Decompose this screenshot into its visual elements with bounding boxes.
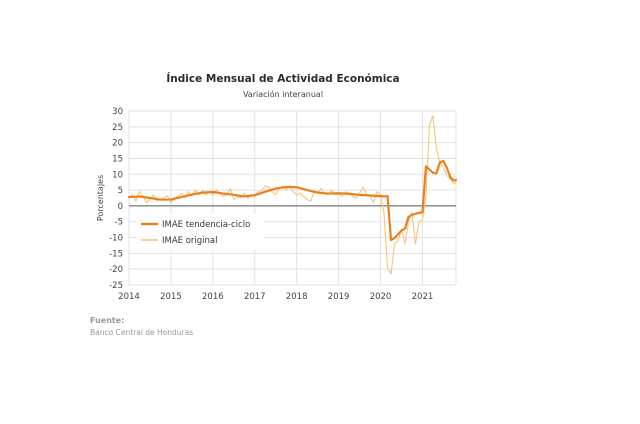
chart-title: Índice Mensual de Actividad Económica [166,72,399,85]
x-tick-label: 2016 [202,292,224,302]
x-tick-label: 2017 [244,292,266,302]
x-tick-label: 2021 [412,292,434,302]
y-tick-label: 15 [112,154,123,164]
legend: IMAE tendencia-ciclo IMAE original [136,214,264,250]
legend-label: IMAE tendencia-ciclo [162,220,250,230]
legend-label: IMAE original [162,236,218,246]
y-tick-label: -5 [115,218,123,228]
y-tick-label: 30 [112,107,123,117]
y-tick-label: -15 [109,249,123,259]
source-label: Fuente: [90,316,124,325]
y-axis-label: Porcentajes [96,175,105,221]
x-tick-label: 2019 [328,292,350,302]
y-tick-label: 20 [112,139,123,149]
source-text: Banco Central de Honduras [90,328,193,337]
x-tick-label: 2015 [160,292,182,302]
x-tick-label: 2014 [118,292,140,302]
y-tick-label: 5 [118,186,123,196]
legend-background [136,214,264,250]
y-tick-label: 25 [112,123,123,133]
y-tick-label: 10 [112,170,123,180]
series-line-trend [127,159,458,242]
x-tick-label: 2020 [370,292,392,302]
series-lines [127,115,458,275]
y-tick-label: 0 [118,202,123,212]
x-tick-label: 2018 [286,292,308,302]
y-tick-label: -25 [109,281,123,291]
chart-subtitle: Variación interanual [243,89,323,99]
y-tick-label: -20 [109,265,123,275]
y-tick-label: -10 [109,234,123,244]
